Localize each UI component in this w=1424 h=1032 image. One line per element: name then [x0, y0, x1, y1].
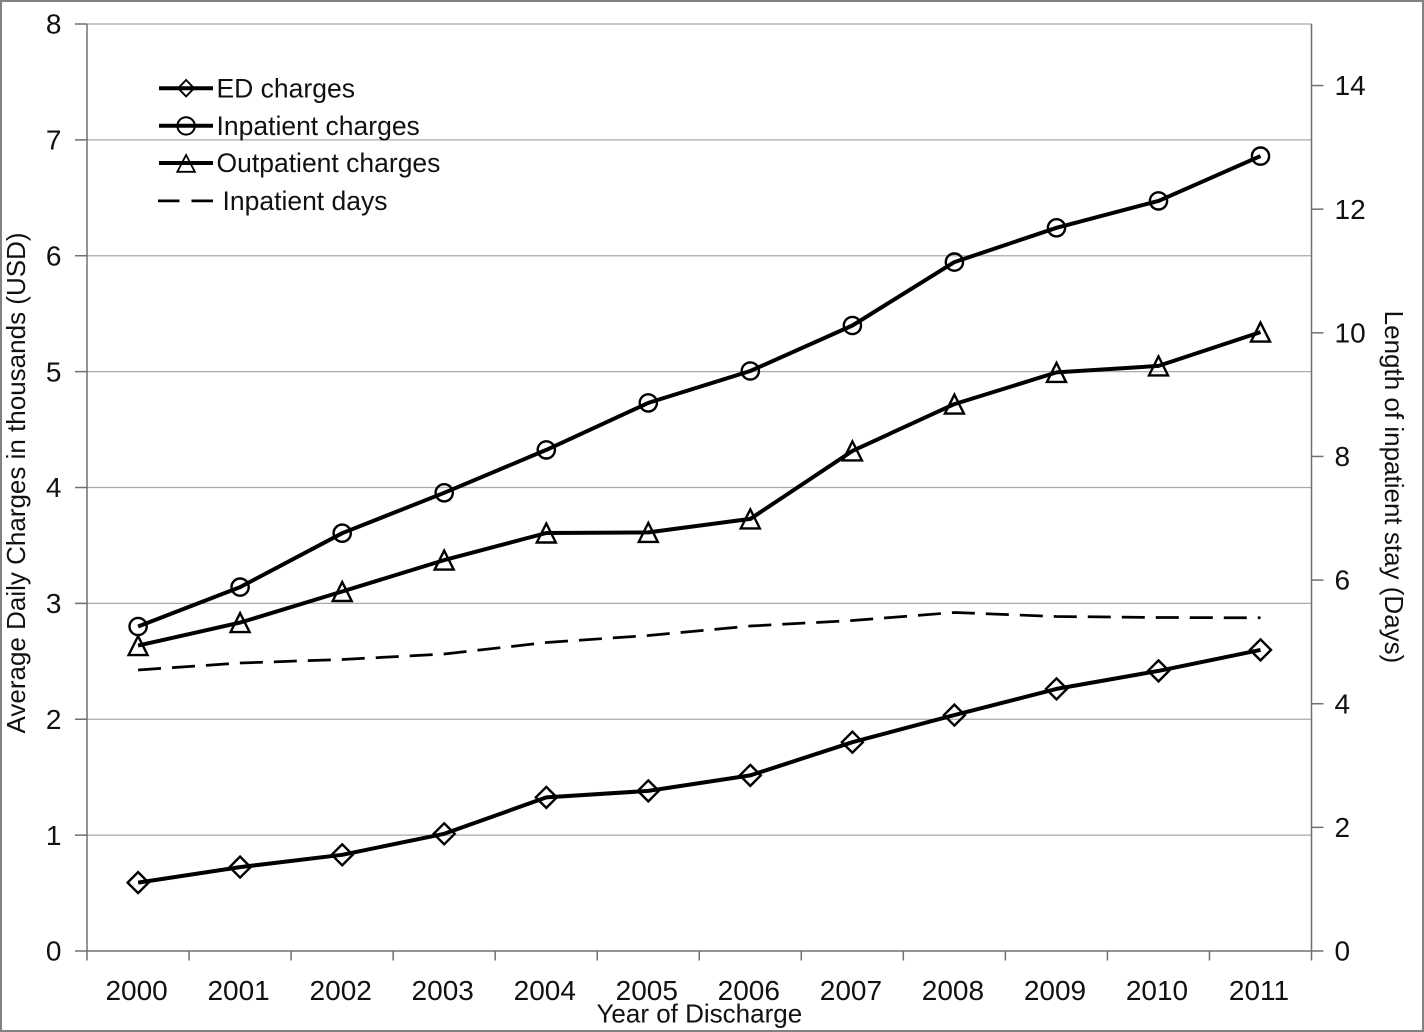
svg-text:2011: 2011: [1229, 975, 1289, 1006]
svg-text:4: 4: [1335, 688, 1351, 719]
svg-text:Average Daily Charges in thous: Average Daily Charges in thousands (USD): [1, 233, 31, 734]
svg-text:2002: 2002: [310, 975, 372, 1006]
svg-text:5: 5: [46, 356, 62, 387]
svg-text:8: 8: [1335, 441, 1351, 472]
svg-text:4: 4: [46, 472, 62, 503]
svg-text:2001: 2001: [207, 975, 269, 1006]
svg-text:6: 6: [1335, 565, 1351, 596]
svg-text:2007: 2007: [820, 975, 882, 1006]
svg-text:2008: 2008: [922, 975, 984, 1006]
svg-text:6: 6: [46, 240, 62, 271]
svg-text:2006: 2006: [718, 975, 780, 1006]
svg-text:Length of inpatient stay (Days: Length of inpatient stay (Days): [1379, 311, 1409, 664]
svg-text:ED charges: ED charges: [217, 73, 355, 103]
svg-text:2009: 2009: [1024, 975, 1086, 1006]
svg-text:14: 14: [1335, 70, 1366, 101]
svg-text:0: 0: [46, 936, 62, 967]
svg-text:2005: 2005: [616, 975, 678, 1006]
svg-text:2010: 2010: [1126, 975, 1188, 1006]
svg-text:0: 0: [1335, 936, 1351, 967]
svg-text:2003: 2003: [412, 975, 474, 1006]
svg-text:Inpatient charges: Inpatient charges: [217, 111, 420, 141]
svg-text:Inpatient days: Inpatient days: [223, 186, 388, 216]
svg-text:2000: 2000: [105, 975, 167, 1006]
svg-text:2: 2: [1335, 812, 1351, 843]
svg-text:1: 1: [46, 820, 62, 851]
svg-text:8: 8: [46, 9, 62, 40]
svg-text:10: 10: [1335, 317, 1366, 348]
svg-text:3: 3: [46, 588, 62, 619]
svg-text:Year of Discharge: Year of Discharge: [596, 998, 802, 1028]
svg-text:2004: 2004: [514, 975, 576, 1006]
svg-text:2: 2: [46, 704, 62, 735]
svg-text:Outpatient charges: Outpatient charges: [217, 148, 441, 178]
svg-text:12: 12: [1335, 194, 1366, 225]
svg-text:7: 7: [46, 125, 62, 156]
